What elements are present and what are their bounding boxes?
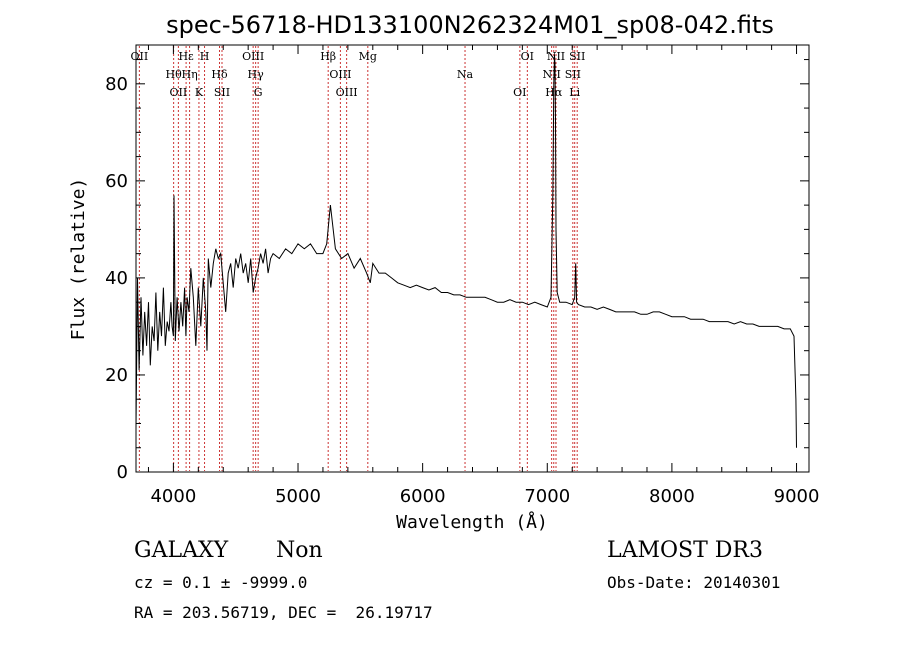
y-tick-label: 40 xyxy=(105,268,128,289)
x-axis-ticks: 4000 5000 6000 7000 8000 9000 xyxy=(147,45,820,507)
chart-title: spec-56718-HD133100N262324M01_sp08-042.f… xyxy=(166,11,774,39)
spectrum-series-line xyxy=(135,54,797,448)
x-tick-label: 4000 xyxy=(150,486,196,507)
emission-line-label: G xyxy=(254,86,263,99)
emission-line-label: Hβ xyxy=(320,50,336,63)
y-axis-label: Flux (relative) xyxy=(68,178,89,341)
emission-line-label: K xyxy=(195,86,204,99)
emission-line-label: SII xyxy=(565,68,581,81)
emission-line-label: Mg xyxy=(359,50,377,63)
emission-line-label: Hδ xyxy=(211,68,228,81)
emission-line-label: NII xyxy=(547,50,565,63)
survey-label: LAMOST DR3 xyxy=(607,538,763,563)
emission-line-label: OI xyxy=(513,86,526,99)
emission-line-label: SII xyxy=(214,86,230,99)
emission-line-labels: OII Hθ OII Hε Hη K HHδ SII OIII Hγ G Hβ OIII OIII Mg Na… xyxy=(131,50,586,99)
x-tick-label: 5000 xyxy=(275,486,321,507)
y-tick-label: 0 xyxy=(117,462,128,483)
emission-lines xyxy=(138,46,578,471)
emission-line-label: NII xyxy=(542,68,560,81)
emission-line-label: OIII xyxy=(329,68,351,81)
x-tick-label: 8000 xyxy=(649,486,695,507)
emission-line-label: Hη xyxy=(181,68,197,81)
y-tick-label: 80 xyxy=(105,74,128,95)
object-class: GALAXY xyxy=(134,538,229,563)
emission-line-label: OIII xyxy=(336,86,358,99)
emission-line-label: OII xyxy=(131,50,149,63)
x-tick-label: 7000 xyxy=(524,486,570,507)
emission-line-label: H xyxy=(200,50,210,63)
plot-frame xyxy=(135,44,810,473)
x-tick-label: 9000 xyxy=(774,486,820,507)
ra-dec: RA = 203.56719, DEC = 26.19717 xyxy=(134,603,433,622)
emission-line-label: Hε xyxy=(178,50,194,63)
emission-line-label: OI xyxy=(521,50,534,63)
emission-line-label: OII xyxy=(170,86,188,99)
emission-line-label: OIII xyxy=(242,50,264,63)
emission-line-label: Hθ xyxy=(166,68,183,81)
emission-line-label: SII xyxy=(569,50,585,63)
y-axis-ticks: 0 20 40 60 80 xyxy=(105,59,809,483)
emission-line-label: Hγ xyxy=(248,68,265,81)
obs-date: Obs-Date: 20140301 xyxy=(607,573,781,592)
x-axis-label: Wavelength (Å) xyxy=(396,511,548,533)
x-tick-label: 6000 xyxy=(400,486,446,507)
y-tick-label: 20 xyxy=(105,365,128,386)
emission-line-label: Na xyxy=(457,68,474,81)
emission-line-label: Li xyxy=(569,86,580,99)
redshift-cz: cz = 0.1 ± -9999.0 xyxy=(134,573,308,592)
object-subclass: Non xyxy=(276,538,323,563)
y-tick-label: 60 xyxy=(105,171,128,192)
